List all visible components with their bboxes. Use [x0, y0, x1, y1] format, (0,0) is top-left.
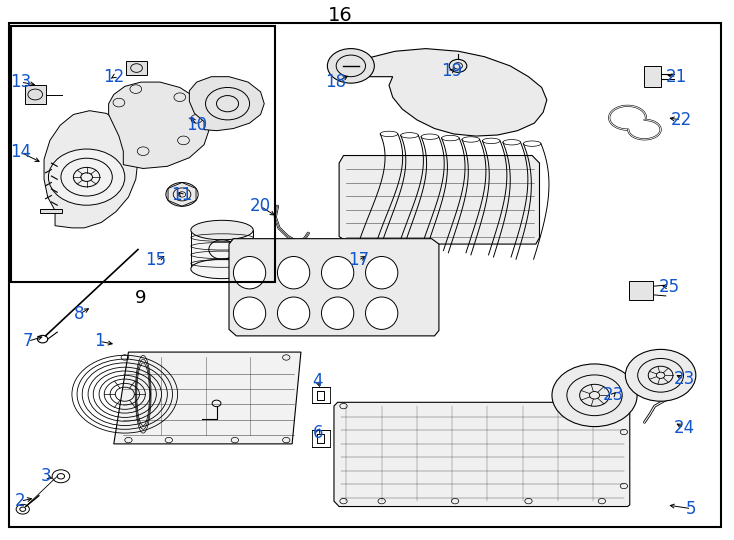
Text: 2: 2 [15, 492, 26, 510]
Text: 15: 15 [145, 251, 166, 269]
Text: 16: 16 [327, 5, 352, 25]
Polygon shape [334, 402, 630, 507]
Text: 18: 18 [326, 73, 346, 91]
Polygon shape [229, 239, 439, 336]
Text: 24: 24 [674, 418, 694, 437]
Polygon shape [339, 49, 547, 136]
Text: 1: 1 [94, 332, 104, 350]
Text: 14: 14 [10, 143, 31, 161]
Polygon shape [44, 111, 138, 228]
Text: 5: 5 [686, 500, 697, 518]
Text: 19: 19 [441, 62, 462, 80]
Circle shape [327, 49, 374, 83]
Bar [11, 26, 275, 282]
Text: 6: 6 [313, 424, 323, 442]
Polygon shape [109, 82, 209, 168]
Ellipse shape [321, 256, 354, 289]
Text: 25: 25 [659, 278, 680, 296]
Text: 12: 12 [103, 68, 124, 86]
Text: 21: 21 [666, 68, 687, 86]
Text: 9: 9 [135, 289, 147, 307]
Polygon shape [339, 156, 539, 244]
Ellipse shape [277, 297, 310, 329]
Polygon shape [189, 77, 264, 131]
Circle shape [48, 149, 125, 205]
Text: 3: 3 [41, 467, 51, 485]
Ellipse shape [321, 297, 354, 329]
Circle shape [449, 59, 467, 72]
Ellipse shape [191, 259, 253, 279]
Polygon shape [191, 230, 253, 269]
Polygon shape [644, 66, 661, 87]
Text: 7: 7 [23, 332, 33, 350]
Polygon shape [25, 85, 46, 104]
Polygon shape [629, 281, 653, 300]
Text: 4: 4 [313, 372, 323, 390]
Ellipse shape [233, 297, 266, 329]
Text: 20: 20 [250, 197, 271, 215]
Polygon shape [40, 209, 62, 213]
Ellipse shape [277, 256, 310, 289]
Ellipse shape [366, 297, 398, 329]
Ellipse shape [233, 256, 266, 289]
Text: 11: 11 [172, 186, 192, 205]
Circle shape [552, 364, 637, 427]
Ellipse shape [366, 256, 398, 289]
Circle shape [166, 183, 198, 206]
Text: 17: 17 [348, 251, 368, 269]
Text: 23: 23 [674, 370, 694, 388]
Polygon shape [126, 61, 147, 75]
Ellipse shape [191, 220, 253, 240]
Text: 23: 23 [603, 386, 623, 404]
Circle shape [625, 349, 696, 401]
Text: 8: 8 [74, 305, 84, 323]
Text: 22: 22 [671, 111, 691, 129]
Text: 13: 13 [10, 73, 31, 91]
Text: 10: 10 [186, 116, 207, 134]
Polygon shape [114, 352, 301, 444]
